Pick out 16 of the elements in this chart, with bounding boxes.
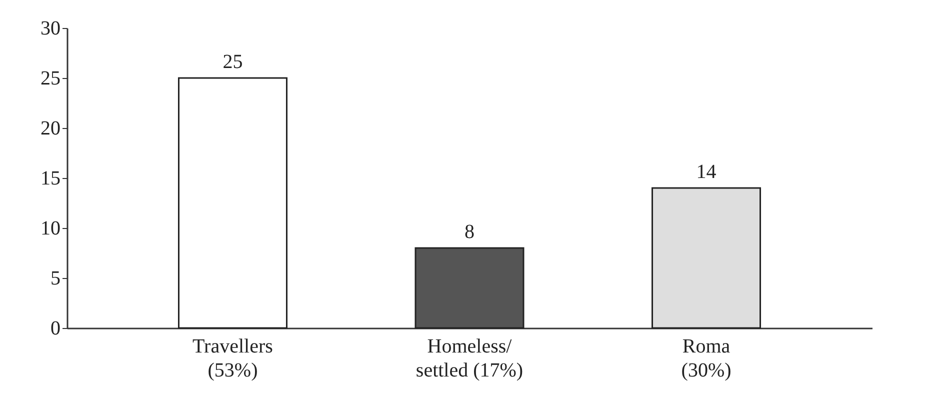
y-tick-label: 10: [40, 218, 60, 240]
y-tick-label: 30: [40, 18, 60, 40]
y-tick-label: 15: [40, 168, 60, 190]
x-tick-label: Roma (30%): [681, 336, 732, 382]
bar: [178, 77, 288, 329]
y-tick-label: 0: [50, 318, 60, 340]
y-tick-label: 5: [50, 268, 60, 290]
data-label: 8: [464, 221, 474, 243]
data-label: 14: [696, 161, 716, 183]
bar: [414, 247, 524, 329]
data-label: 25: [222, 51, 243, 73]
y-tick-label: 25: [40, 68, 60, 90]
x-tick-label: Travellers (53%): [192, 336, 274, 382]
bar: [652, 187, 762, 329]
x-tick-label: Homeless/ settled (17%): [416, 336, 524, 382]
y-tick-label: 20: [40, 118, 60, 140]
